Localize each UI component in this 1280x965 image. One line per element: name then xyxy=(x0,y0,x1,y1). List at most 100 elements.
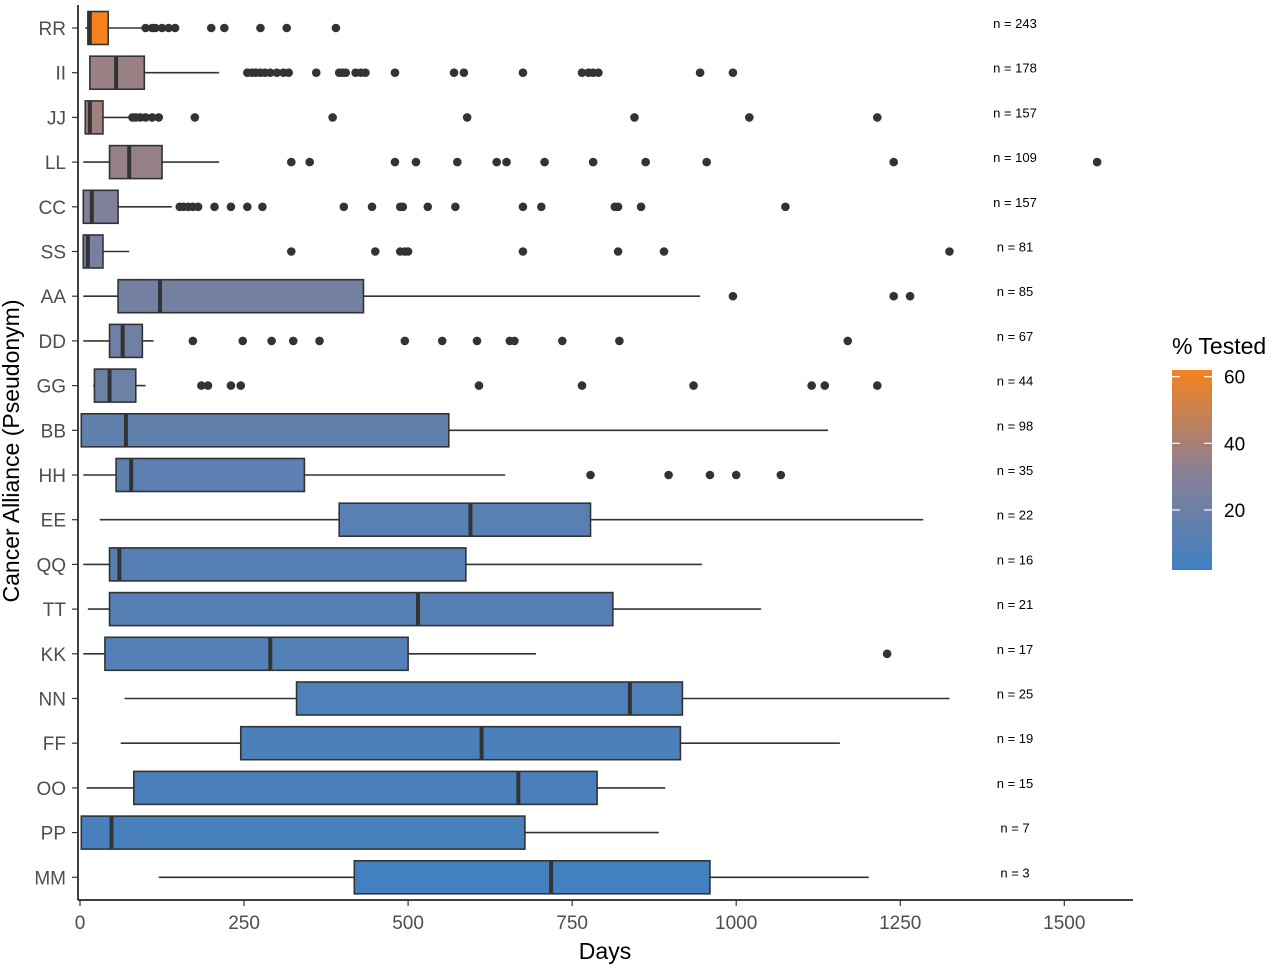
box-tt xyxy=(87,591,762,627)
n-label: n = 35 xyxy=(997,463,1034,478)
outlier-point xyxy=(518,68,528,77)
y-tick-label: NN xyxy=(39,690,66,711)
outlier-point xyxy=(594,68,603,77)
n-label: n = 16 xyxy=(997,552,1034,567)
outlier-point xyxy=(510,336,519,346)
outlier-point xyxy=(256,23,265,33)
outlier-point xyxy=(286,157,296,167)
legend-tick-label: 40 xyxy=(1224,434,1245,455)
outlier-point xyxy=(872,113,882,122)
x-tick-label: 0 xyxy=(75,913,86,934)
outlier-point xyxy=(157,23,167,33)
y-tick-label: JJ xyxy=(47,108,66,129)
outlier-point xyxy=(615,336,624,346)
y-tick-label: II xyxy=(55,64,66,85)
outlier-point xyxy=(586,470,595,480)
iqr-box xyxy=(80,412,450,448)
n-label: n = 17 xyxy=(997,642,1034,657)
outlier-point xyxy=(664,470,673,480)
box-qq xyxy=(83,547,703,582)
y-tick-label: FF xyxy=(43,734,66,755)
outlier-point xyxy=(411,157,421,167)
x-tick-label: 1500 xyxy=(1043,913,1085,934)
y-tick-label: RR xyxy=(39,19,66,40)
outlier-point xyxy=(745,113,754,122)
outlier-point xyxy=(288,336,298,346)
outlier-point xyxy=(154,113,164,122)
box-jj xyxy=(84,100,882,135)
iqr-box xyxy=(108,144,163,180)
outlier-point xyxy=(282,23,292,33)
outlier-point xyxy=(400,336,410,346)
x-tick-label: 1250 xyxy=(879,913,921,934)
n-label: n = 85 xyxy=(997,284,1034,299)
legend-title: % Tested xyxy=(1172,333,1266,359)
box-bb xyxy=(80,412,829,448)
box-cc xyxy=(82,189,790,225)
outlier-point xyxy=(305,157,314,167)
plot-area: n = 243 n = 178 n = 157 n = 109 n = 157 n = 8… xyxy=(80,10,1102,895)
outlier-point xyxy=(147,113,157,122)
iqr-box xyxy=(104,636,409,672)
outlier-point xyxy=(702,157,711,167)
outlier-point xyxy=(945,247,954,256)
axes: 0 250 500 750 1000 1250 1500 RR II JJ LL CC SS AA DD GG… xyxy=(34,5,1133,934)
outlier-point xyxy=(210,202,219,212)
outlier-point xyxy=(390,68,400,77)
outlier-point xyxy=(206,23,216,33)
outlier-point xyxy=(423,202,433,212)
outlier-point xyxy=(731,470,741,480)
outlier-point xyxy=(238,336,248,346)
outlier-point xyxy=(636,202,646,212)
outlier-point xyxy=(502,157,511,167)
outlier-point xyxy=(361,68,370,77)
outlier-point xyxy=(537,202,546,212)
outlier-point xyxy=(197,381,206,390)
outlier-point xyxy=(367,202,377,212)
outlier-point xyxy=(286,247,296,256)
n-label: n = 22 xyxy=(997,508,1034,523)
outlier-point xyxy=(341,68,351,77)
outlier-point xyxy=(659,247,669,256)
outlier-point xyxy=(437,336,447,346)
y-tick-label: LL xyxy=(45,153,66,174)
outlier-point xyxy=(905,291,915,301)
outlier-point xyxy=(889,291,898,301)
outlier-point xyxy=(315,336,324,346)
iqr-box xyxy=(295,681,684,716)
y-tick-label: OO xyxy=(36,779,66,800)
outlier-point xyxy=(558,336,567,346)
outlier-point xyxy=(1092,157,1102,167)
outlier-point xyxy=(781,202,790,212)
y-axis-title: Cancer Alliance (Pseudonym) xyxy=(0,300,24,603)
outlier-point xyxy=(284,68,293,77)
outlier-point xyxy=(453,157,462,167)
iqr-box xyxy=(115,457,306,493)
outlier-point xyxy=(339,202,349,212)
y-tick-label: AA xyxy=(41,287,67,308)
outlier-point xyxy=(258,202,267,212)
outlier-point xyxy=(190,113,200,122)
outlier-point xyxy=(272,68,282,77)
box-dd xyxy=(83,323,853,359)
iqr-box xyxy=(80,815,526,850)
outlier-point xyxy=(728,291,738,301)
box-ll xyxy=(83,144,1102,180)
iqr-box xyxy=(82,189,119,225)
outlier-point xyxy=(577,381,587,390)
x-tick-label: 500 xyxy=(392,913,424,934)
x-tick-label: 250 xyxy=(228,913,260,934)
outlier-point xyxy=(820,381,830,390)
outlier-point xyxy=(193,202,203,212)
iqr-box xyxy=(108,547,467,582)
n-label: n = 44 xyxy=(997,374,1034,389)
outlier-point xyxy=(843,336,853,346)
outlier-point xyxy=(164,23,173,33)
box-ii xyxy=(89,55,738,91)
box-kk xyxy=(83,636,892,672)
y-tick-label: PP xyxy=(41,824,66,845)
outlier-point xyxy=(459,68,469,77)
y-tick-label: BB xyxy=(41,421,66,442)
outlier-point xyxy=(236,381,246,390)
